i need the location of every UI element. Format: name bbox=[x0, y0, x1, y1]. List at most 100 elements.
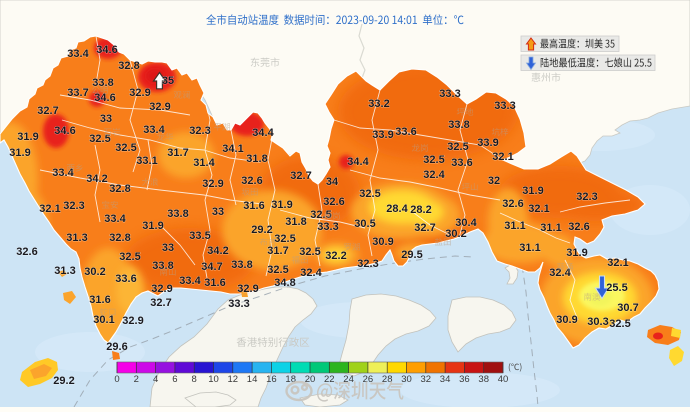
svg-text:34.4: 34.4 bbox=[347, 156, 369, 168]
svg-text:32.5: 32.5 bbox=[310, 209, 331, 221]
svg-text:34.2: 34.2 bbox=[207, 245, 228, 257]
svg-text:33: 33 bbox=[100, 113, 112, 125]
svg-text:28.4: 28.4 bbox=[386, 203, 408, 215]
svg-text:32.3: 32.3 bbox=[576, 191, 597, 203]
svg-text:33.3: 33.3 bbox=[317, 221, 338, 233]
svg-text:12: 12 bbox=[228, 374, 239, 385]
svg-text:34.7: 34.7 bbox=[201, 261, 222, 273]
svg-text:34.6: 34.6 bbox=[94, 92, 115, 104]
svg-text:0: 0 bbox=[114, 374, 119, 385]
svg-text:31.3: 31.3 bbox=[66, 232, 87, 244]
svg-text:32.5: 32.5 bbox=[359, 188, 380, 200]
svg-text:31.8: 31.8 bbox=[246, 153, 267, 165]
svg-text:18: 18 bbox=[285, 374, 296, 385]
svg-text:32.9: 32.9 bbox=[149, 101, 170, 113]
svg-text:31.1: 31.1 bbox=[504, 220, 525, 232]
svg-text:30.5: 30.5 bbox=[354, 218, 375, 230]
svg-text:29.2: 29.2 bbox=[53, 375, 74, 387]
svg-text:32.1: 32.1 bbox=[492, 151, 513, 163]
svg-text:33.6: 33.6 bbox=[115, 273, 136, 285]
svg-text:30.9: 30.9 bbox=[372, 236, 393, 248]
svg-text:32: 32 bbox=[488, 175, 500, 187]
svg-text:32.1: 32.1 bbox=[528, 203, 549, 215]
svg-text:28: 28 bbox=[382, 374, 393, 385]
svg-text:33.7: 33.7 bbox=[67, 87, 88, 99]
svg-text:31.9: 31.9 bbox=[566, 247, 587, 259]
svg-text:29.2: 29.2 bbox=[251, 224, 272, 236]
svg-text:32.5: 32.5 bbox=[89, 133, 110, 145]
svg-text:32.8: 32.8 bbox=[109, 183, 130, 195]
svg-text:34.6: 34.6 bbox=[54, 125, 75, 137]
svg-text:24: 24 bbox=[343, 374, 354, 385]
svg-text:32.3: 32.3 bbox=[63, 200, 84, 212]
svg-text:34.8: 34.8 bbox=[274, 277, 295, 289]
svg-text:32.6: 32.6 bbox=[323, 196, 344, 208]
svg-text:28.2: 28.2 bbox=[410, 204, 431, 216]
svg-text:34: 34 bbox=[440, 374, 451, 385]
svg-text:32.3: 32.3 bbox=[357, 258, 378, 270]
svg-text:8: 8 bbox=[192, 374, 197, 385]
svg-text:30.7: 30.7 bbox=[617, 302, 638, 314]
svg-text:31.7: 31.7 bbox=[267, 245, 288, 257]
svg-text:33.9: 33.9 bbox=[372, 129, 393, 141]
svg-text:33.1: 33.1 bbox=[136, 155, 157, 167]
svg-text:32.3: 32.3 bbox=[189, 125, 210, 137]
svg-text:40: 40 bbox=[498, 374, 509, 385]
svg-text:36: 36 bbox=[459, 374, 470, 385]
svg-text:32.7: 32.7 bbox=[414, 222, 435, 234]
svg-text:32.5: 32.5 bbox=[447, 141, 468, 153]
svg-text:33.4: 33.4 bbox=[104, 213, 126, 225]
svg-text:16: 16 bbox=[266, 374, 277, 385]
svg-text:32.9: 32.9 bbox=[151, 283, 172, 295]
svg-text:26: 26 bbox=[363, 374, 374, 385]
svg-text:32.5: 32.5 bbox=[267, 264, 288, 276]
svg-text:32.7: 32.7 bbox=[150, 297, 171, 309]
svg-text:31.1: 31.1 bbox=[519, 242, 540, 254]
svg-text:29.6: 29.6 bbox=[106, 341, 127, 353]
svg-text:30.4: 30.4 bbox=[455, 217, 477, 229]
svg-text:32.6: 32.6 bbox=[241, 175, 262, 187]
svg-text:32.9: 32.9 bbox=[129, 87, 150, 99]
svg-text:31.6: 31.6 bbox=[243, 200, 264, 212]
svg-text:30.1: 30.1 bbox=[93, 314, 114, 326]
svg-text:34.4: 34.4 bbox=[252, 127, 274, 139]
svg-text:33.8: 33.8 bbox=[448, 119, 469, 131]
svg-text:31.9: 31.9 bbox=[522, 185, 543, 197]
svg-text:32.4: 32.4 bbox=[423, 169, 445, 181]
svg-text:33.8: 33.8 bbox=[152, 260, 173, 272]
svg-text:33.3: 33.3 bbox=[439, 88, 460, 100]
svg-text:31.4: 31.4 bbox=[193, 157, 215, 169]
svg-text:32: 32 bbox=[421, 374, 432, 385]
svg-text:32.5: 32.5 bbox=[119, 251, 140, 263]
svg-text:33.4: 33.4 bbox=[67, 48, 89, 60]
svg-text:33.4: 33.4 bbox=[52, 167, 74, 179]
svg-text:33: 33 bbox=[162, 242, 174, 254]
svg-text:32.9: 32.9 bbox=[202, 178, 223, 190]
svg-text:33.6: 33.6 bbox=[451, 157, 472, 169]
svg-text:32.7: 32.7 bbox=[37, 105, 58, 117]
svg-text:22: 22 bbox=[324, 374, 335, 385]
svg-text:4: 4 bbox=[153, 374, 158, 385]
svg-text:31.9: 31.9 bbox=[17, 131, 38, 143]
svg-text:31.3: 31.3 bbox=[54, 265, 75, 277]
svg-text:32.8: 32.8 bbox=[118, 60, 139, 72]
svg-text:31.7: 31.7 bbox=[167, 147, 188, 159]
svg-text:32.5: 32.5 bbox=[299, 246, 320, 258]
svg-text:14: 14 bbox=[247, 374, 258, 385]
svg-text:32.9: 32.9 bbox=[237, 283, 258, 295]
svg-text:32.2: 32.2 bbox=[325, 250, 346, 262]
svg-text:32.6: 32.6 bbox=[568, 221, 589, 233]
svg-text:30.3: 30.3 bbox=[587, 316, 608, 328]
svg-text:33.5: 33.5 bbox=[189, 230, 210, 242]
svg-text:6: 6 bbox=[172, 374, 177, 385]
svg-text:35: 35 bbox=[162, 75, 174, 87]
svg-text:34.6: 34.6 bbox=[96, 44, 117, 56]
svg-text:33.4: 33.4 bbox=[143, 124, 165, 136]
svg-text:32.6: 32.6 bbox=[16, 246, 37, 258]
svg-text:29.5: 29.5 bbox=[401, 249, 422, 261]
svg-text:33.9: 33.9 bbox=[477, 137, 498, 149]
svg-text:31.9: 31.9 bbox=[9, 147, 30, 159]
svg-text:32.1: 32.1 bbox=[607, 257, 628, 269]
svg-text:32.4: 32.4 bbox=[300, 267, 322, 279]
svg-text:31.9: 31.9 bbox=[142, 220, 163, 232]
